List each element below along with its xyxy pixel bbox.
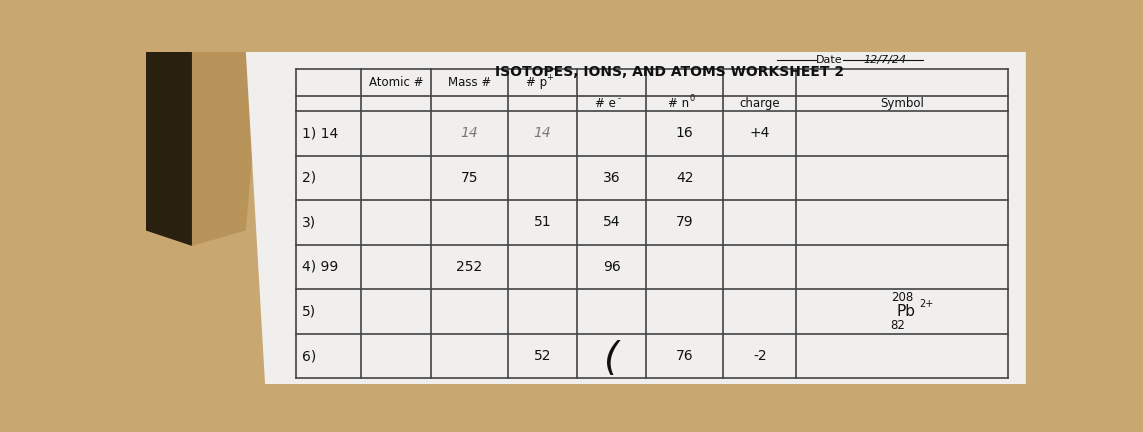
Text: ISOTOPES, IONS, AND ATOMS WORKSHEET 2: ISOTOPES, IONS, AND ATOMS WORKSHEET 2: [495, 65, 844, 79]
Text: 75: 75: [461, 171, 478, 185]
Text: 42: 42: [676, 171, 694, 185]
Text: 4) 99: 4) 99: [302, 260, 338, 274]
Text: 2+: 2+: [919, 299, 934, 309]
Text: 82: 82: [890, 319, 905, 332]
Text: 3): 3): [302, 216, 317, 229]
Text: 14: 14: [534, 127, 551, 140]
Text: 36: 36: [602, 171, 621, 185]
Text: 96: 96: [602, 260, 621, 274]
Text: 252: 252: [456, 260, 482, 274]
Text: 5): 5): [302, 305, 317, 318]
Text: 54: 54: [602, 216, 621, 229]
Text: 1) 14: 1) 14: [302, 127, 338, 140]
Text: 51: 51: [534, 216, 551, 229]
Text: Atomic #: Atomic #: [369, 76, 423, 89]
Text: 52: 52: [534, 349, 551, 363]
Text: 12/7/24: 12/7/24: [863, 55, 906, 65]
Text: 6): 6): [302, 349, 317, 363]
Text: 14: 14: [461, 127, 478, 140]
Text: (: (: [604, 340, 620, 378]
Text: Mass #: Mass #: [448, 76, 490, 89]
Text: 16: 16: [676, 127, 694, 140]
Text: 208: 208: [890, 291, 913, 304]
Text: # n: # n: [668, 97, 689, 110]
Text: 76: 76: [676, 349, 694, 363]
Text: 2): 2): [302, 171, 317, 185]
Text: +: +: [546, 73, 553, 82]
Text: Pb: Pb: [896, 304, 916, 319]
Text: charge: charge: [740, 97, 781, 110]
Text: 0: 0: [690, 94, 695, 103]
Text: Symbol: Symbol: [880, 97, 925, 110]
Text: # p: # p: [526, 76, 546, 89]
Text: +4: +4: [750, 127, 770, 140]
Text: # e: # e: [596, 97, 616, 110]
Text: -: -: [617, 94, 621, 103]
Text: Date: Date: [816, 55, 842, 65]
Text: -2: -2: [753, 349, 767, 363]
Text: 79: 79: [676, 216, 694, 229]
